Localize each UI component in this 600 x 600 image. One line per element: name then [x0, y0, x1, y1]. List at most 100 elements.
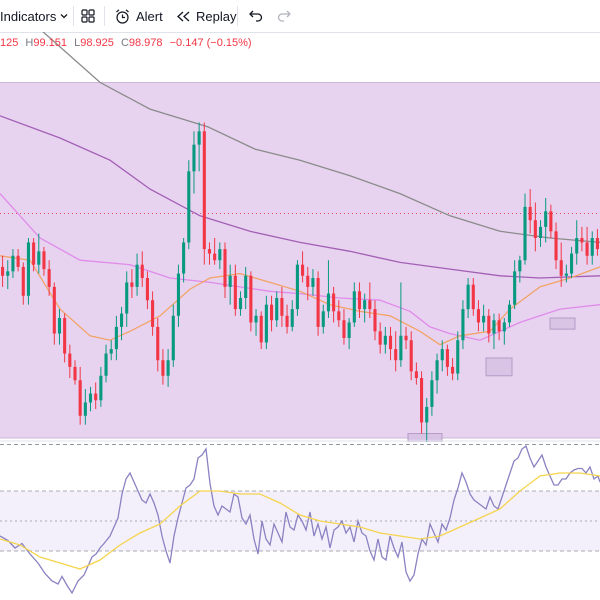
candle-body: [130, 282, 134, 287]
candle-body: [342, 320, 346, 338]
candle-body: [523, 206, 527, 261]
candle-body: [528, 206, 532, 221]
candle-body: [476, 309, 480, 323]
candle-body: [176, 273, 180, 316]
candle-body: [570, 253, 574, 274]
templates-grid-icon: [81, 9, 95, 23]
highlight-box: [485, 357, 513, 377]
candle-body: [104, 353, 108, 376]
candle-body: [114, 326, 118, 350]
candle-body: [16, 255, 20, 267]
price-chart[interactable]: [0, 32, 600, 442]
candle-body: [332, 293, 336, 312]
indicators-dropdown[interactable]: [58, 0, 70, 32]
candle-body: [6, 271, 10, 276]
ma-fast-line: [0, 193, 600, 341]
high-label: H: [25, 37, 34, 49]
candle-body: [233, 275, 237, 310]
alert-label: Alert: [136, 8, 163, 24]
candle-body: [135, 264, 139, 287]
candle-body: [388, 335, 393, 350]
candle-body: [425, 406, 429, 423]
candle-body: [544, 211, 548, 227]
candle-body: [192, 144, 196, 172]
candle-body: [414, 371, 418, 378]
candle-body: [451, 366, 455, 374]
candle-body: [316, 278, 320, 327]
rsi-ma-line: [0, 472, 600, 570]
candle-body: [368, 300, 372, 310]
candle-body: [202, 131, 206, 250]
low-label: L: [74, 37, 81, 49]
candle-body: [595, 238, 599, 250]
replay-button[interactable]: Replay: [176, 0, 236, 32]
alert-button[interactable]: Alert: [114, 0, 163, 32]
undo-icon: [249, 10, 263, 22]
candle-body: [228, 275, 232, 287]
toolbar-divider: [104, 6, 105, 26]
candle-body: [295, 264, 299, 310]
candle-body: [507, 304, 512, 323]
candle-body: [161, 360, 165, 376]
close-label: C: [120, 37, 129, 49]
candle-body: [151, 300, 155, 327]
ohlc-legend: 125 H99.151 L98.925 C98.978 −0.147 (−0.1…: [0, 37, 256, 53]
candle-body: [306, 275, 310, 287]
candle-body: [213, 253, 217, 261]
candle-body: [502, 322, 506, 332]
candle-body: [301, 264, 305, 276]
candle-body: [11, 255, 15, 272]
candle-body: [37, 251, 41, 265]
range-zone: [0, 82, 600, 438]
candle-body: [435, 360, 439, 381]
candle-body: [580, 238, 584, 243]
candle-body: [564, 273, 568, 276]
templates-button[interactable]: [80, 0, 96, 32]
highlight-box: [407, 433, 443, 442]
candle-body: [270, 304, 274, 321]
ma-mid-line: [0, 115, 600, 279]
candle-body: [394, 349, 398, 361]
candle-body: [254, 315, 258, 323]
candle-body: [166, 360, 170, 376]
candle-body: [373, 309, 377, 332]
rsi-line: [0, 444, 600, 595]
candle-body: [32, 242, 36, 265]
high-value: 99.151: [33, 37, 68, 49]
candle-body: [399, 335, 403, 361]
undo-button[interactable]: [248, 0, 264, 32]
low-value: 98.925: [80, 37, 114, 49]
candle-body: [280, 298, 284, 316]
candle-body: [290, 309, 294, 327]
candle-body: [140, 264, 144, 278]
candle-body: [538, 226, 543, 238]
candle-body: [187, 171, 191, 243]
candle-body: [533, 220, 537, 238]
chevron-down-icon: [60, 14, 68, 19]
candle-body: [88, 393, 93, 403]
close-value: 98.978: [128, 37, 163, 49]
indicators-button[interactable]: Indicators: [0, 0, 56, 32]
toolbar-divider: [73, 6, 74, 26]
candle-body: [445, 349, 449, 367]
candle-body: [109, 349, 113, 354]
redo-icon: [277, 10, 291, 22]
candle-body: [120, 313, 124, 327]
candle-body: [337, 311, 341, 321]
replay-label: Replay: [196, 8, 237, 24]
candle-body: [363, 300, 367, 310]
rsi-panel[interactable]: [0, 444, 600, 600]
candle-body: [487, 315, 491, 334]
candle-body: [409, 340, 413, 372]
candle-body: [83, 402, 87, 416]
candle-body: [430, 380, 434, 407]
candle-body: [264, 304, 268, 343]
candle-body: [590, 238, 594, 256]
candle-body: [466, 284, 470, 310]
candle-body: [156, 326, 160, 361]
candle-body: [497, 320, 501, 332]
candle-body: [575, 238, 579, 254]
redo-button[interactable]: [276, 0, 292, 32]
candle-body: [99, 375, 103, 401]
candle-body: [68, 353, 72, 367]
